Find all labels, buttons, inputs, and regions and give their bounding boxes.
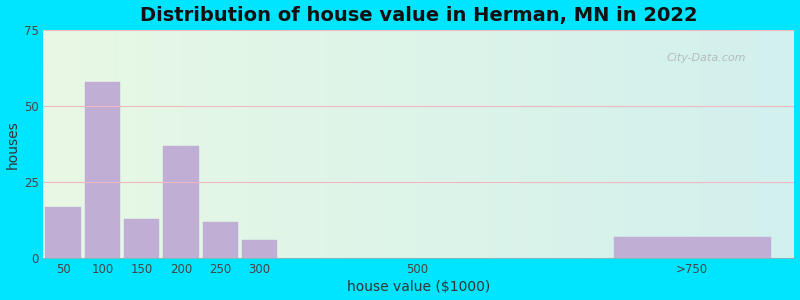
Bar (614, 237, 771, 258)
Bar (85, 82, 120, 258)
Bar (124, 219, 159, 258)
Text: City-Data.com: City-Data.com (666, 53, 746, 63)
Bar (202, 222, 238, 258)
X-axis label: house value ($1000): house value ($1000) (347, 280, 490, 294)
Bar (163, 146, 198, 258)
Bar (46, 207, 81, 258)
Y-axis label: houses: houses (6, 120, 19, 169)
Title: Distribution of house value in Herman, MN in 2022: Distribution of house value in Herman, M… (140, 6, 698, 25)
Bar (242, 240, 278, 258)
